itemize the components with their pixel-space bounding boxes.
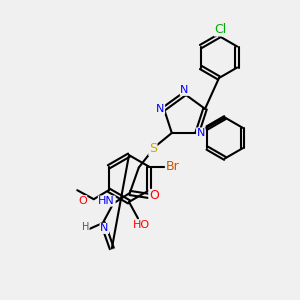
Text: H: H	[82, 223, 89, 232]
Text: Br: Br	[166, 160, 179, 173]
Text: HO: HO	[132, 220, 150, 230]
Text: N: N	[100, 224, 109, 233]
Text: N: N	[196, 128, 205, 138]
Text: O: O	[78, 196, 87, 206]
Text: O: O	[149, 190, 159, 202]
Text: HN: HN	[98, 196, 115, 206]
Text: N: N	[156, 104, 164, 114]
Text: S: S	[149, 142, 157, 155]
Text: Cl: Cl	[214, 23, 226, 36]
Text: N: N	[180, 85, 189, 95]
